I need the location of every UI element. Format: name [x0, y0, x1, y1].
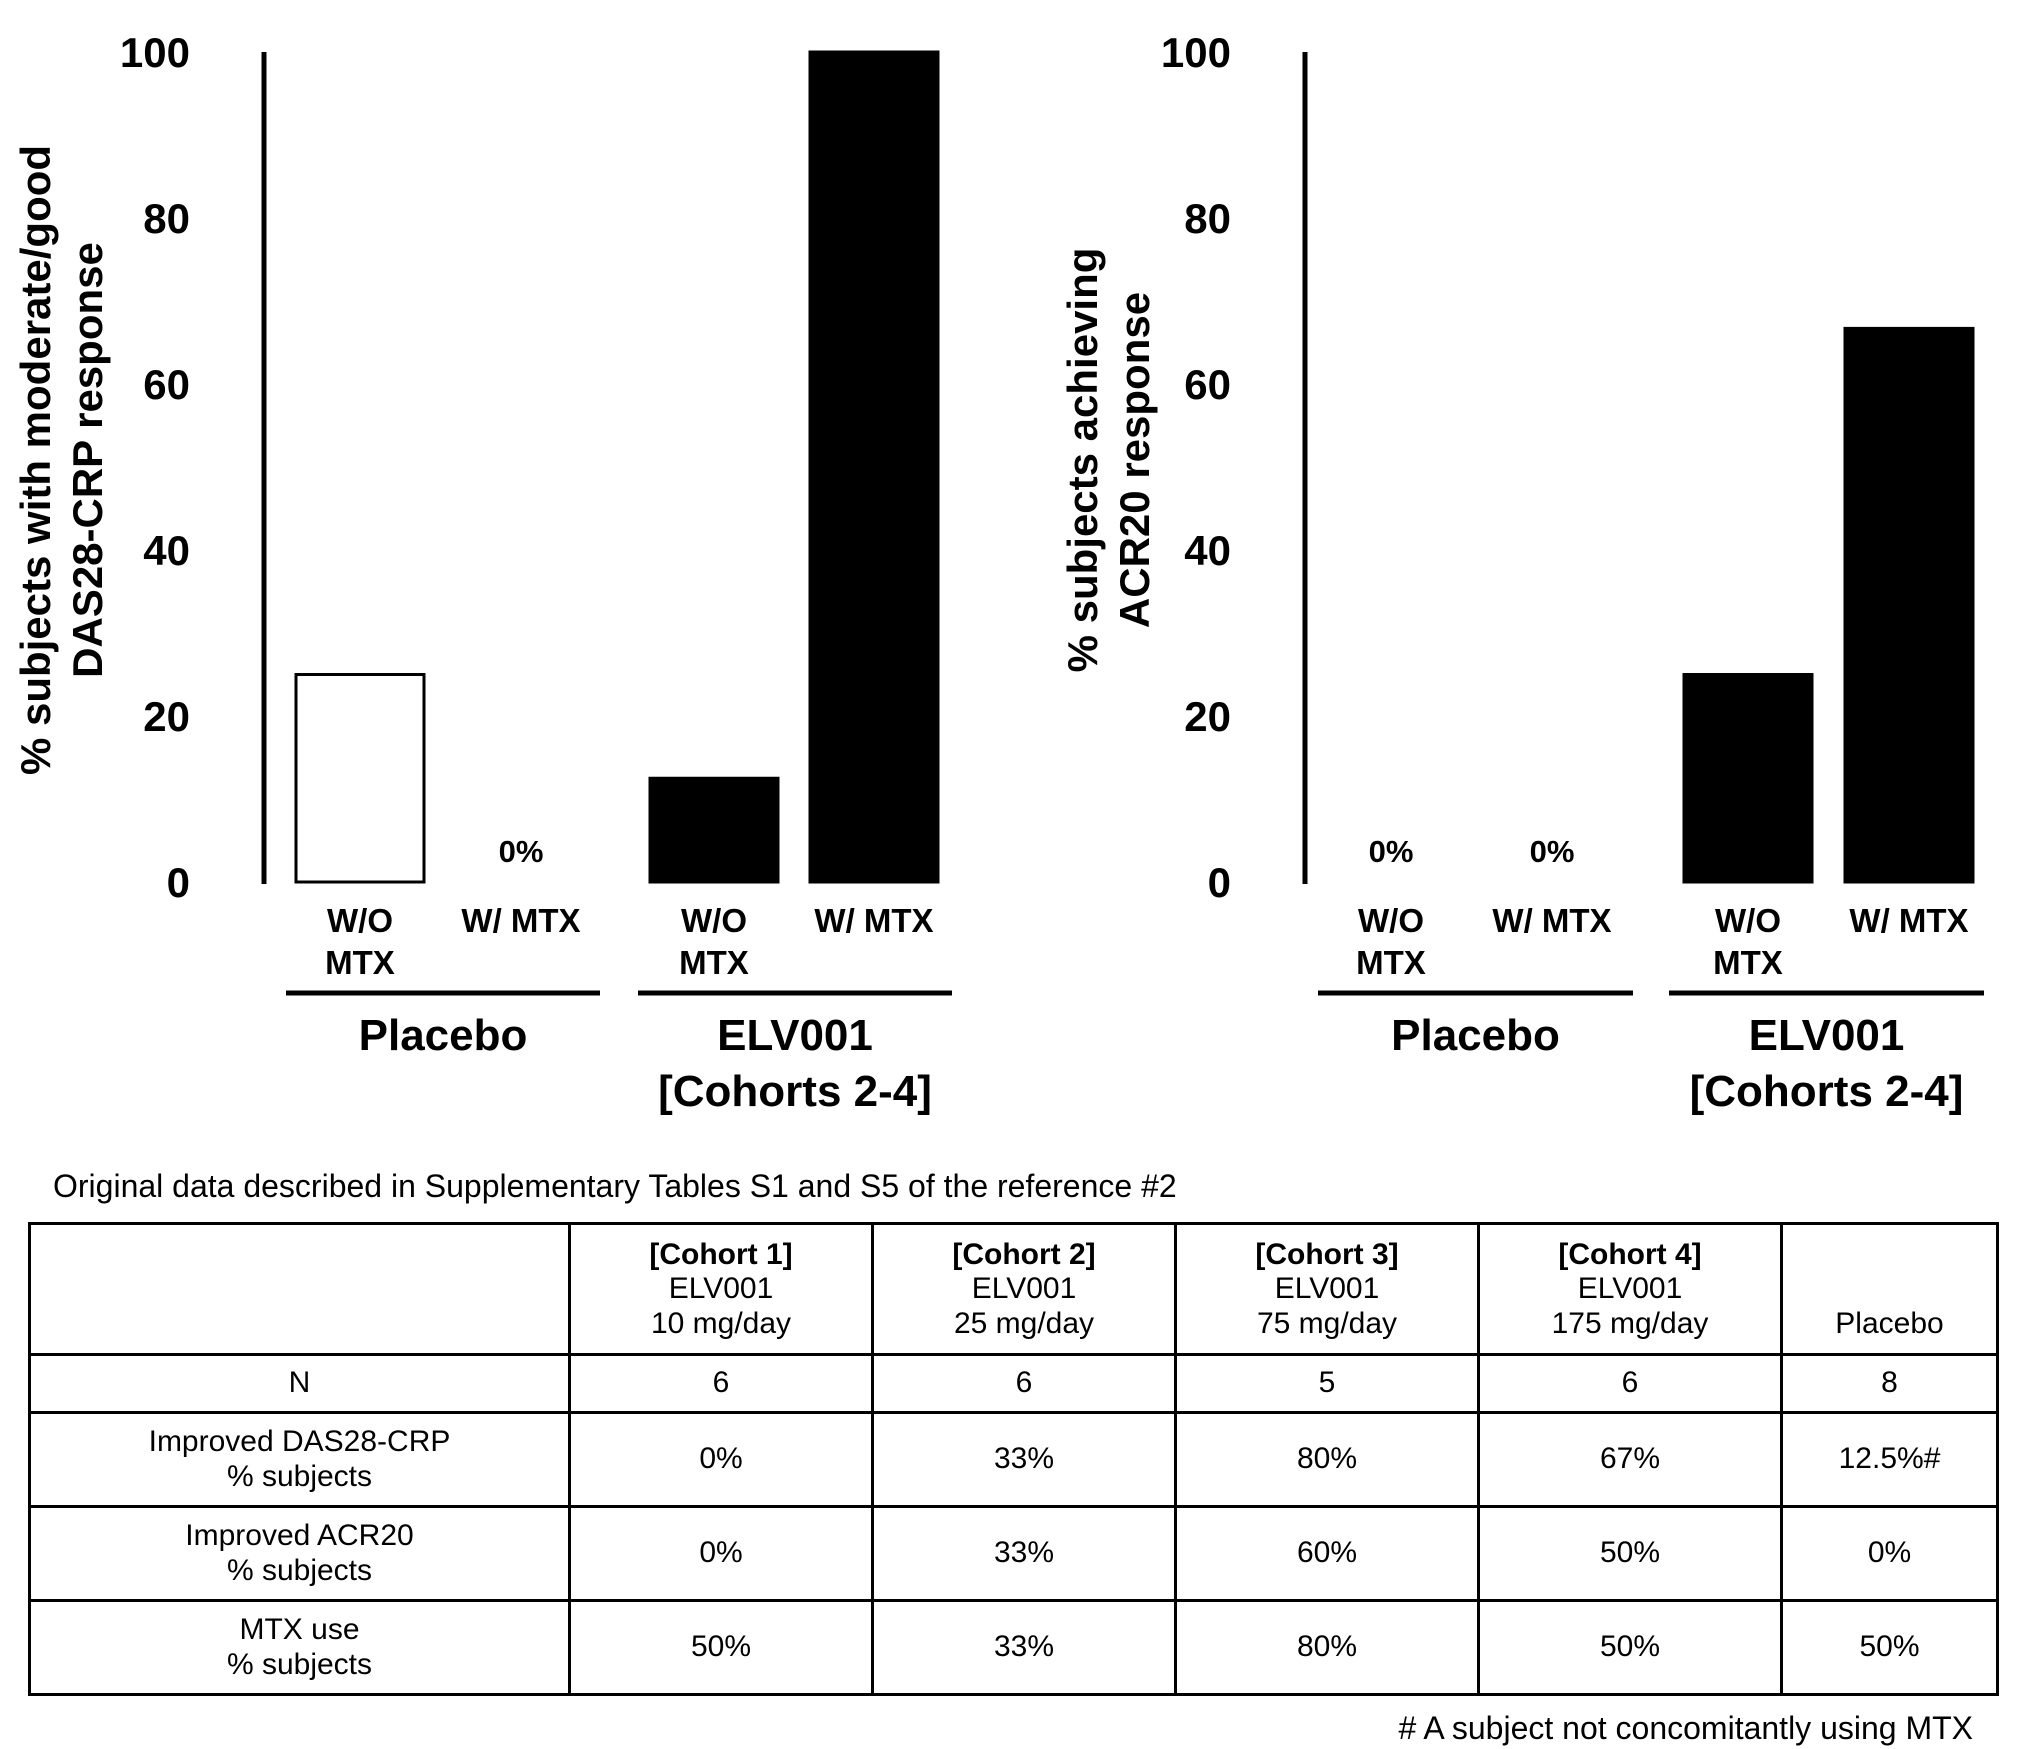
category-label: W/ MTX: [1849, 902, 1968, 939]
table-row-das28: Improved DAS28-CRP % subjects 0% 33% 80%…: [28, 1411, 1999, 1508]
y-tick-label: 80: [143, 195, 190, 242]
header-cohort-2-drug: ELV001: [971, 1272, 1077, 1305]
table-cell: 8: [1780, 1353, 1999, 1414]
y-axis-label: % subjects with moderate/good DAS28-CRP r…: [12, 145, 111, 775]
y-tick-label: 80: [1184, 195, 1231, 242]
header-cohort-3-dose: 75 mg/day: [1256, 1306, 1398, 1340]
table-cell: 33%: [871, 1505, 1177, 1602]
category-label: W/O: [681, 902, 747, 939]
category-label: W/O: [1358, 902, 1424, 939]
data-table: [Cohort 1] ELV001 10 mg/day [Cohort 2] E…: [28, 1222, 1999, 1696]
table-row-mtx-use: MTX use % subjects 50% 33% 80% 50% 50%: [28, 1599, 1999, 1696]
table-cell: 6: [871, 1353, 1177, 1414]
header-cell-cohort-3: [Cohort 3] ELV001 75 mg/day: [1174, 1222, 1480, 1356]
table-row-n: N 6 6 5 6 8: [28, 1353, 1999, 1414]
y-tick-label: 60: [1184, 361, 1231, 408]
y-axis-label-line: DAS28-CRP response: [64, 242, 111, 678]
group-label: ELV001: [1749, 1011, 1905, 1060]
category-label: MTX: [1356, 944, 1426, 981]
zero-value-label: 0%: [499, 834, 544, 869]
header-cohort-3-title: [Cohort 3]: [1255, 1237, 1399, 1271]
header-cell-cohort-4: [Cohort 4] ELV001 175 mg/day: [1477, 1222, 1783, 1356]
y-axis-label: % subjects achieving ACR20 response: [1059, 248, 1158, 673]
header-placebo-label: Placebo: [1835, 1306, 1944, 1340]
y-tick-label: 20: [1184, 693, 1231, 740]
zero-value-label: 0%: [1530, 834, 1575, 869]
category-label: W/ MTX: [1492, 902, 1611, 939]
header-cohort-2-dose: 25 mg/day: [953, 1306, 1095, 1340]
header-cohort-4-drug: ELV001: [1577, 1272, 1683, 1305]
table-cell: 80%: [1174, 1599, 1480, 1696]
header-cell-placebo: Placebo: [1780, 1222, 1999, 1356]
group-label: [Cohorts 2-4]: [658, 1067, 932, 1116]
table-cell: 33%: [871, 1599, 1177, 1696]
table-cell: 33%: [871, 1411, 1177, 1508]
header-cohort-1-dose: 10 mg/day: [650, 1306, 792, 1340]
table-row-acr20: Improved ACR20 % subjects 0% 33% 60% 50%…: [28, 1505, 1999, 1602]
table-cell: 67%: [1477, 1411, 1783, 1508]
table-cell: 60%: [1174, 1505, 1480, 1602]
table-cell: 0%: [568, 1411, 874, 1508]
y-tick-label: 60: [143, 361, 190, 408]
category-label: W/O: [1715, 902, 1781, 939]
table-cell: 6: [1477, 1353, 1783, 1414]
group-label: Placebo: [359, 1011, 528, 1060]
y-tick-label: 40: [143, 527, 190, 574]
header-cohort-4-dose: 175 mg/day: [1551, 1306, 1709, 1340]
header-cohort-2-title: [Cohort 2]: [952, 1237, 1096, 1271]
bar: [1843, 326, 1975, 884]
header-cohort-4-title: [Cohort 4]: [1558, 1237, 1702, 1271]
y-tick-label: 40: [1184, 527, 1231, 574]
header-cohort-3-drug: ELV001: [1274, 1272, 1380, 1305]
row-label-das28: Improved DAS28-CRP % subjects: [28, 1411, 571, 1508]
y-axis-label-line: % subjects with moderate/good: [12, 145, 59, 775]
category-label: MTX: [1713, 944, 1783, 981]
y-tick-label: 100: [1161, 29, 1231, 76]
y-tick-label: 0: [167, 859, 190, 906]
table-cell: 12.5%#: [1780, 1411, 1999, 1508]
table-cell: 6: [568, 1353, 874, 1414]
table-cell: 50%: [1477, 1599, 1783, 1696]
header-cohort-1-drug: ELV001: [668, 1272, 774, 1305]
zero-value-label: 0%: [1369, 834, 1414, 869]
bar-charts: 0 20 40 60 80 100 % subjects with moderate/goo…: [12, 29, 1984, 1116]
row-label-acr20: Improved ACR20 % subjects: [28, 1505, 571, 1602]
table-cell: 50%: [1477, 1505, 1783, 1602]
header-cell-cohort-1: [Cohort 1] ELV001 10 mg/day: [568, 1222, 874, 1356]
table-cell: 0%: [1780, 1505, 1999, 1602]
table-cell: 50%: [1780, 1599, 1999, 1696]
table-cell: 80%: [1174, 1411, 1480, 1508]
table-cell: 0%: [568, 1505, 874, 1602]
header-cell-cohort-2: [Cohort 2] ELV001 25 mg/day: [871, 1222, 1177, 1356]
y-tick-label: 20: [143, 693, 190, 740]
group-label: [Cohorts 2-4]: [1690, 1067, 1964, 1116]
category-label: W/ MTX: [814, 902, 933, 939]
bar: [648, 776, 780, 884]
y-tick-label: 100: [120, 29, 190, 76]
group-label: Placebo: [1391, 1011, 1560, 1060]
table-cell: 5: [1174, 1353, 1480, 1414]
row-label-n: N: [28, 1353, 571, 1414]
table-footnote: # A subject not concomitantly using MTX: [1398, 1710, 1973, 1746]
category-label: W/ MTX: [461, 902, 580, 939]
category-label: MTX: [679, 944, 749, 981]
header-cohort-1-title: [Cohort 1]: [649, 1237, 793, 1271]
header-cell-empty: [28, 1222, 571, 1356]
category-label: MTX: [325, 944, 395, 981]
bar: [294, 673, 426, 884]
y-tick-label: 0: [1208, 859, 1231, 906]
table-header-row: [Cohort 1] ELV001 10 mg/day [Cohort 2] E…: [28, 1222, 1999, 1356]
bar: [1682, 673, 1814, 884]
row-label-mtx-use: MTX use % subjects: [28, 1599, 571, 1696]
category-label: W/O: [327, 902, 393, 939]
table-cell: 50%: [568, 1599, 874, 1696]
table-caption: Original data described in Supplementary…: [53, 1168, 1177, 1204]
y-axis-label-line: ACR20 response: [1111, 292, 1158, 628]
bar: [808, 50, 940, 884]
y-axis-label-line: % subjects achieving: [1059, 248, 1106, 673]
group-label: ELV001: [717, 1011, 873, 1060]
